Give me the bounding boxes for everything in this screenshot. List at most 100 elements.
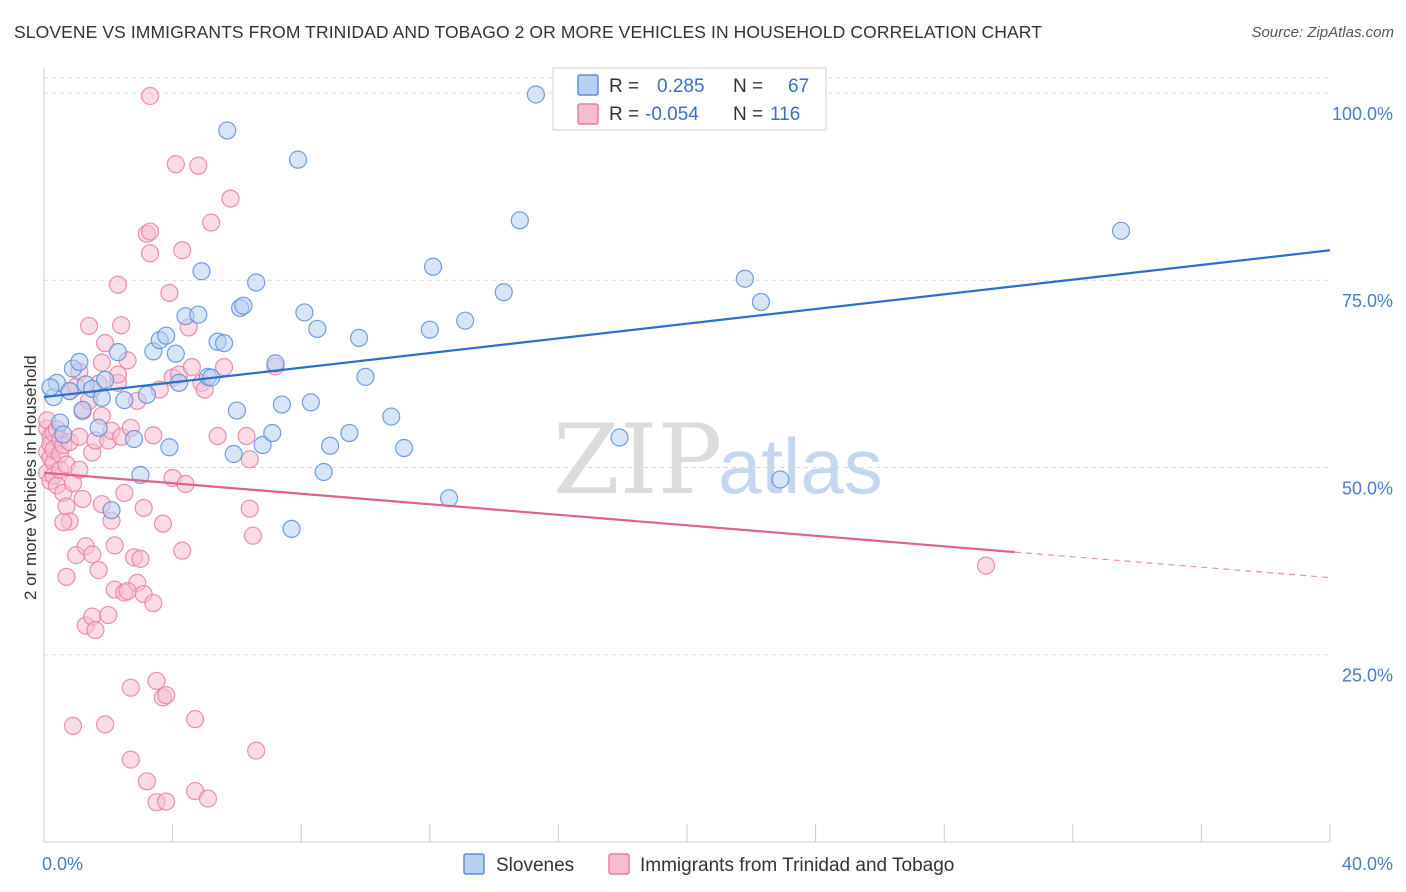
y-tick-label: 75.0% [1342,291,1393,311]
slovenes-point [157,326,176,345]
watermark-zip: ZIP [553,404,722,516]
immigrants-point [157,792,176,811]
slovenes-point [282,519,301,539]
immigrants-point [99,605,118,625]
slovenes-point [89,418,108,437]
grid-layer [44,77,1330,656]
immigrants-point [73,489,92,509]
slovenes-point [610,428,629,447]
slovenes-point [1111,221,1131,240]
immigrants-point [105,536,124,555]
slovenes-point [124,429,144,449]
slovenes-point [423,257,443,276]
immigrants-trend-extension [1014,551,1331,579]
immigrants-point [121,750,140,769]
immigrants-point [57,497,76,516]
correlation-legend: R = 0.285 N = 67 R = -0.054 N = 116 [552,67,827,131]
slovenes-point [218,121,237,140]
immigrants-point [131,549,150,568]
immigrants-point [112,316,131,335]
chart-source: Source: ZipAtlas.com [1251,24,1394,41]
immigrants-point [208,426,227,446]
slovenes-point [735,269,754,288]
slovenes-point [263,423,282,443]
slovenes-point [224,444,243,464]
slovenes-point [115,390,134,410]
immigrants-point [240,499,259,518]
immigrants-point [140,86,160,106]
slovenes-point [166,344,185,363]
immigrants-point [140,244,160,263]
slovenes-point [295,303,314,322]
immigrants-trend-line [43,471,1016,554]
bottom-legend-label-immigrants: Immigrants from Trinidad and Tobago [640,855,954,876]
x-tick-label-min: 0.0% [42,854,83,874]
immigrants-point [147,671,166,691]
slovenes-point [214,334,234,353]
legend-r-value-blue: 0.285 [657,76,705,97]
immigrants-point [182,358,201,377]
slovenes-point [54,425,73,444]
series-immigrants-points [38,86,996,812]
slovenes-point [494,283,513,302]
slovenes-point [73,400,92,419]
immigrants-point [79,316,99,336]
bottom-legend-swatch-slovenes [463,853,485,875]
slovenes-point [394,438,414,458]
legend-n-value-pink: 116 [770,104,800,125]
watermark-atlas: atlas [718,422,883,510]
immigrants-point [198,789,218,808]
immigrants-point [237,426,256,446]
immigrants-point [54,513,73,532]
immigrants-point [153,514,173,533]
immigrants-point [173,241,192,260]
immigrants-point [95,715,115,734]
slovenes-point [751,292,771,312]
immigrants-point [137,772,156,791]
slovenes-point [349,328,369,348]
immigrants-point [202,213,221,232]
series-slovenes-points [41,85,1131,539]
slovenes-point [92,388,111,407]
slovenes-trend-line [43,249,1331,399]
slovenes-point [41,378,60,397]
immigrants-point [243,526,263,545]
legend-swatch-blue [577,74,599,96]
slovenes-point [288,150,308,169]
immigrants-point [976,556,996,575]
slovenes-point [253,435,272,455]
slovenes-point [526,85,545,104]
bottom-legend-swatch-immigrants [608,853,630,875]
legend-n-value-blue: 67 [788,76,809,97]
immigrants-point [144,593,163,613]
legend-n-label-blue: N = [733,76,763,97]
slovenes-point [227,401,246,420]
trend-lines [43,249,1331,579]
slovenes-point [340,423,359,443]
slovenes-point [60,381,79,401]
immigrants-point [186,710,205,729]
immigrants-point [63,716,83,736]
slovenes-point [247,273,266,292]
immigrants-point [134,498,153,518]
slovenes-point [439,489,459,508]
bottom-legend: Slovenes Immigrants from Trinidad and To… [463,853,954,876]
immigrants-point [95,334,115,353]
legend-r-label-blue: R = [609,76,639,97]
slovenes-point [382,407,401,426]
legend-n-label-pink: N = [733,104,763,125]
y-tick-label: 100.0% [1332,104,1393,124]
slovenes-point [308,319,327,339]
slovenes-point [272,395,292,414]
axis-layer: 100.0% 75.0% 50.0% 25.0% 0.0% 40.0% [42,68,1393,874]
slovenes-point [234,296,253,315]
immigrants-point [173,541,192,560]
immigrants-point [118,581,137,601]
immigrants-point [240,450,259,469]
legend-r-label-pink: R = [609,104,639,125]
immigrants-point [57,567,76,586]
y-axis-label: 2 or more Vehicles in Household [21,355,40,600]
slovenes-point [192,262,211,281]
slovenes-point [356,367,375,386]
